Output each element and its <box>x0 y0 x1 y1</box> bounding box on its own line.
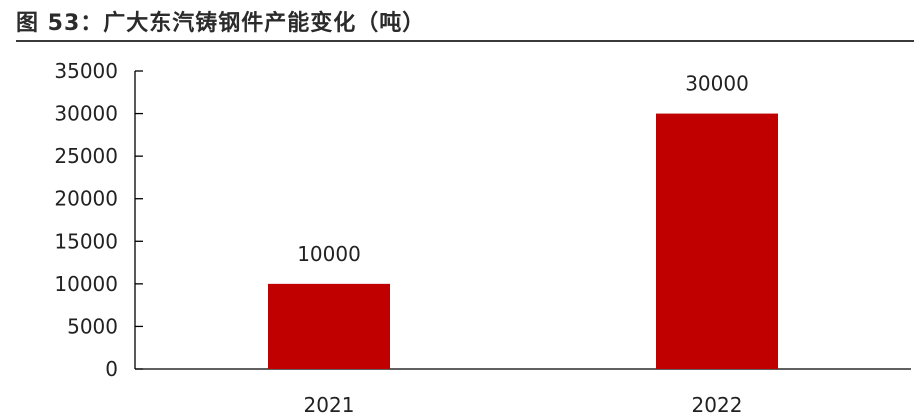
y-tick-label: 10000 <box>54 272 118 296</box>
y-tick-label: 20000 <box>54 187 118 211</box>
bar-2021 <box>268 283 390 369</box>
figure-title: 图 53：广大东汽铸钢件产能变化（吨） <box>16 11 426 36</box>
data-labels: 10000 30000 <box>297 72 749 266</box>
bars <box>268 113 778 369</box>
y-tick-label: 0 <box>105 357 118 381</box>
data-label-2022: 30000 <box>685 72 749 96</box>
y-tick-label: 5000 <box>67 314 118 338</box>
x-tick-label: 2021 <box>304 393 355 417</box>
title-rule <box>16 40 914 42</box>
y-tick-label: 25000 <box>54 144 118 168</box>
y-tick-label: 35000 <box>54 59 118 83</box>
data-label-2021: 10000 <box>297 242 361 266</box>
y-tick-label: 15000 <box>54 229 118 253</box>
bar-2022 <box>656 113 778 369</box>
y-tick-label: 30000 <box>54 102 118 126</box>
y-axis: 0 5000 10000 15000 20000 25000 30000 35000 <box>54 59 143 381</box>
x-axis: 2021 2022 <box>135 368 911 417</box>
x-tick-label: 2022 <box>692 393 743 417</box>
